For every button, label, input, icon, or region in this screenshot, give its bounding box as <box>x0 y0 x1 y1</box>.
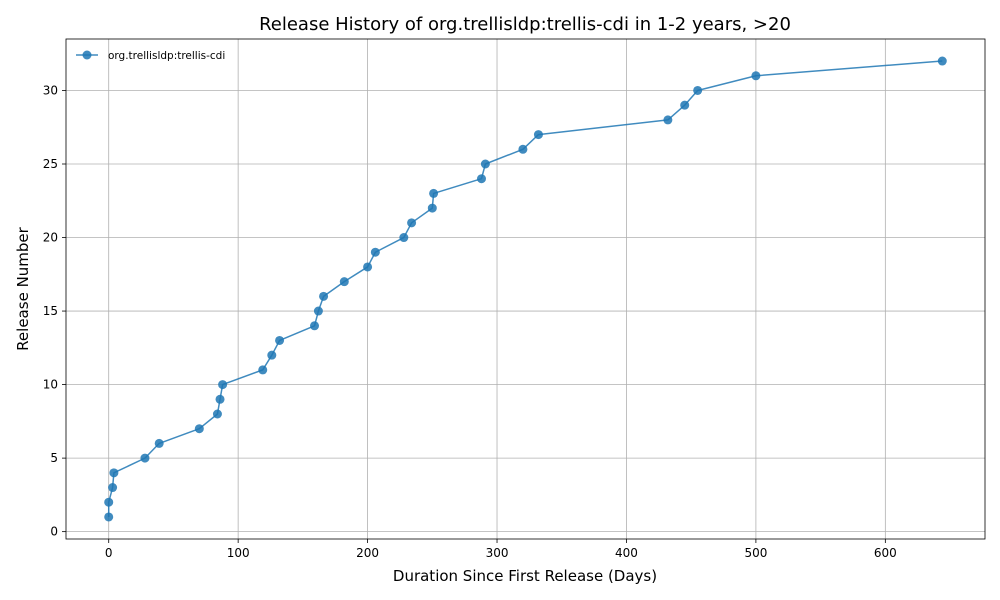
x-tick-label: 500 <box>744 546 767 560</box>
data-point <box>363 262 373 272</box>
y-axis-ticks: 0 5 10 15 20 25 30 <box>43 83 66 539</box>
y-tick-label: 15 <box>43 304 58 318</box>
x-tick-label: 600 <box>874 546 897 560</box>
data-point <box>108 483 118 493</box>
y-tick-label: 30 <box>43 83 58 97</box>
data-point <box>258 365 268 375</box>
data-point <box>212 409 222 419</box>
legend: org.trellisldp:trellis-cdi <box>76 50 225 62</box>
data-point <box>427 203 437 213</box>
data-point <box>693 85 703 95</box>
grid-lines <box>66 39 985 539</box>
x-tick-label: 0 <box>105 546 113 560</box>
x-tick-label: 100 <box>227 546 250 560</box>
data-point <box>140 453 150 463</box>
legend-marker-swatch <box>82 50 92 60</box>
x-tick-label: 400 <box>615 546 638 560</box>
x-axis-label: Duration Since First Release (Days) <box>393 567 657 585</box>
data-point <box>194 424 204 434</box>
y-tick-label: 5 <box>50 451 58 465</box>
data-point <box>407 218 417 228</box>
data-point <box>429 188 439 198</box>
legend-label: org.trellisldp:trellis-cdi <box>108 50 225 62</box>
y-tick-label: 10 <box>43 378 58 392</box>
data-point <box>215 394 225 404</box>
data-point <box>370 247 380 257</box>
plot-frame <box>65 38 986 540</box>
data-point <box>267 350 277 360</box>
data-point <box>218 380 228 390</box>
series-layer <box>104 56 947 522</box>
data-point <box>533 130 543 140</box>
y-tick-label: 25 <box>43 157 58 171</box>
data-point <box>275 335 285 345</box>
data-point <box>480 159 490 169</box>
data-point <box>104 512 114 522</box>
data-point <box>310 321 320 331</box>
x-tick-label: 300 <box>486 546 509 560</box>
plot-area <box>66 39 985 539</box>
y-tick-label: 0 <box>50 525 58 539</box>
data-point <box>663 115 673 125</box>
data-point <box>104 497 114 507</box>
data-point <box>751 71 761 81</box>
x-axis-ticks: 0 100 200 300 400 500 600 <box>105 539 897 560</box>
data-point <box>154 438 164 448</box>
y-axis-label: Release Number <box>14 226 32 350</box>
data-point <box>399 233 409 243</box>
data-point <box>109 468 119 478</box>
y-tick-label: 20 <box>43 231 58 245</box>
chart-title: Release History of org.trellisldp:trelli… <box>259 14 791 35</box>
data-point <box>313 306 323 316</box>
data-point <box>937 56 947 66</box>
data-point <box>319 291 329 301</box>
x-tick-label: 200 <box>356 546 379 560</box>
data-point <box>680 100 690 110</box>
data-point <box>518 144 528 154</box>
data-point <box>476 174 486 184</box>
data-point <box>339 277 349 287</box>
